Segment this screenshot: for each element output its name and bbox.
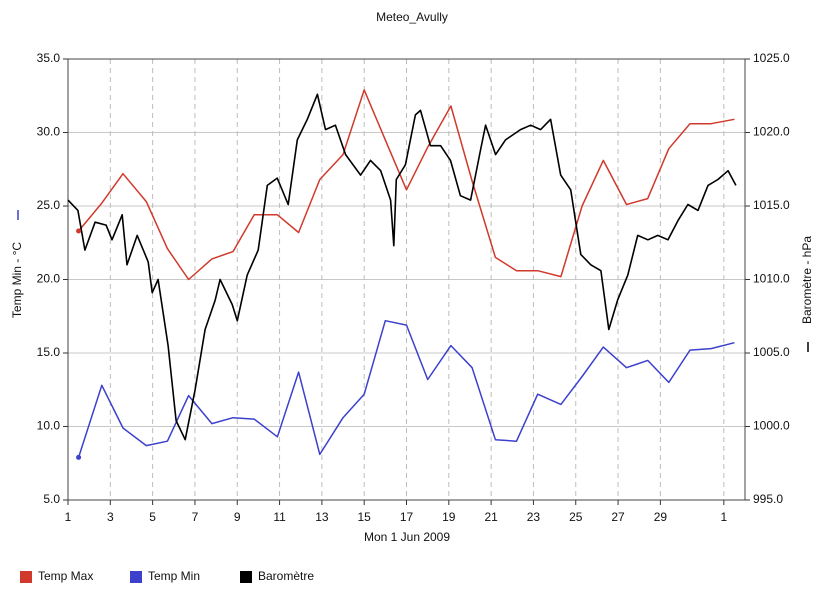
series-line bbox=[78, 89, 735, 281]
y2-axis-title: Baromètre - hPa bbox=[800, 236, 814, 352]
y-tick-label: 35.0 bbox=[37, 51, 61, 65]
y2-tick-label: 1015.0 bbox=[753, 198, 790, 212]
x-tick-label: 21 bbox=[484, 510, 498, 524]
x-tick-label: 25 bbox=[569, 510, 583, 524]
x-tick-label: 13 bbox=[315, 510, 329, 524]
y2-tick-label: 1025.0 bbox=[753, 51, 790, 65]
x-tick-label: 15 bbox=[358, 510, 372, 524]
legend-swatch bbox=[240, 571, 252, 583]
y2-tick-label: 995.0 bbox=[753, 492, 783, 506]
x-tick-label: 29 bbox=[654, 510, 668, 524]
x-tick-label: 19 bbox=[442, 510, 456, 524]
y-tick-label: 15.0 bbox=[37, 345, 61, 359]
x-axis-label: Mon 1 Jun 2009 bbox=[364, 530, 450, 544]
x-tick-label: 23 bbox=[527, 510, 541, 524]
y-tick-label: 30.0 bbox=[37, 125, 61, 139]
legend-label: Temp Min bbox=[148, 569, 200, 583]
x-tick-label: 3 bbox=[107, 510, 114, 524]
x-tick-label: 11 bbox=[273, 510, 286, 524]
point bbox=[76, 454, 82, 460]
legend-label: Baromètre bbox=[258, 569, 314, 583]
x-tick-label: 5 bbox=[149, 510, 156, 524]
x-tick-label: 1 bbox=[65, 510, 72, 524]
legend-label: Temp Max bbox=[38, 569, 93, 583]
y-axis-title: Temp Min - °C bbox=[10, 210, 24, 318]
y-tick-label: 20.0 bbox=[37, 272, 61, 286]
legend-swatch bbox=[130, 571, 142, 583]
legend-swatch bbox=[20, 571, 32, 583]
plot-frame bbox=[67, 58, 746, 501]
x-tick-label: 27 bbox=[611, 510, 625, 524]
series-line bbox=[77, 319, 735, 458]
y-tick-label: 25.0 bbox=[37, 198, 61, 212]
y2-tick-label: 1005.0 bbox=[753, 345, 790, 359]
x-tick-label: 1 bbox=[721, 510, 728, 524]
chart-title: Meteo_Avully bbox=[376, 10, 448, 24]
y-tick-label: 10.0 bbox=[37, 419, 61, 433]
x-tick-label: 9 bbox=[234, 510, 241, 524]
y-axis-label: Temp Min - °C bbox=[10, 242, 24, 318]
series-line bbox=[67, 93, 737, 441]
y2-tick-label: 1010.0 bbox=[753, 272, 790, 286]
y2-tick-label: 1020.0 bbox=[753, 125, 790, 139]
y2-axis-label: Baromètre - hPa bbox=[800, 236, 814, 324]
x-tick-label: 17 bbox=[400, 510, 414, 524]
point bbox=[76, 228, 82, 234]
x-tick-label: 7 bbox=[192, 510, 199, 524]
legend: Temp Max Temp Min Baromètre bbox=[20, 569, 314, 583]
y-tick-label: 5.0 bbox=[43, 492, 60, 506]
y2-tick-label: 1000.0 bbox=[753, 419, 790, 433]
